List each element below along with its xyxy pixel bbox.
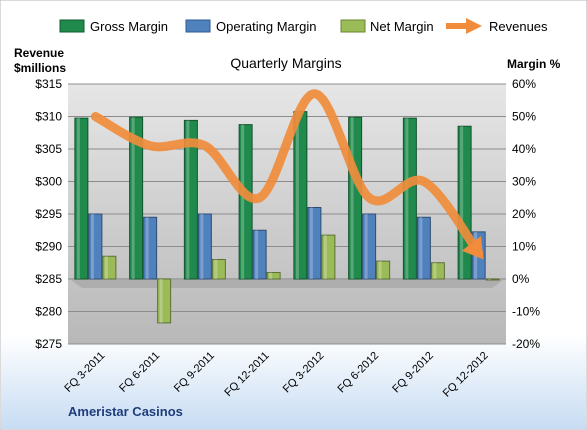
revenue-arrowhead (461, 236, 484, 260)
legend-label-operating-margin: Operating Margin (216, 19, 316, 34)
bar-highlight (104, 256, 108, 279)
right-tick-label: 0% (512, 272, 530, 286)
legend-label-gross-margin: Gross Margin (90, 19, 168, 34)
right-axis-title: Margin % (507, 57, 561, 71)
bar-highlight (145, 217, 149, 279)
bar-net-margin (430, 262, 445, 280)
left-tick-label: $280 (35, 305, 62, 319)
bar-net-margin (102, 255, 117, 280)
legend: Gross Margin Operating Margin Net Margin… (59, 18, 548, 34)
bar-net-margin (266, 272, 281, 280)
bar-highlight (419, 217, 423, 279)
bar-net-margin (321, 234, 336, 280)
bar-operating-margin (197, 213, 212, 280)
bar-highlight (488, 279, 492, 280)
right-tick-label: 60% (512, 77, 536, 91)
bar-operating-margin (143, 216, 158, 280)
left-tick-label: $290 (35, 240, 62, 254)
bar-operating-margin (416, 216, 431, 280)
right-tick-label: -10% (512, 305, 540, 319)
revenue-line (90, 89, 484, 260)
right-tick-label: 10% (512, 240, 536, 254)
bar-highlight (295, 111, 299, 279)
company-name: Ameristar Casinos (68, 404, 183, 419)
right-tick-label: 20% (512, 207, 536, 221)
bar-highlight (364, 214, 368, 279)
bar-highlight (350, 117, 354, 280)
legend-swatch-net-margin (340, 19, 366, 33)
chart-title: Quarterly Margins (230, 55, 341, 71)
bar-highlight (269, 272, 273, 279)
bar-highlight (159, 279, 163, 323)
left-tick-label: $275 (35, 337, 62, 351)
bar-gross-margin (183, 119, 198, 280)
bar-highlight (90, 214, 94, 279)
bar-net-margin (211, 259, 226, 280)
bar-highlight (186, 120, 190, 280)
bar-operating-margin (88, 213, 103, 280)
legend-arrow-revenues (446, 18, 482, 34)
revenue-line-path (90, 89, 484, 258)
right-tick-label: 30% (512, 175, 536, 189)
left-tick-label: $305 (35, 142, 62, 156)
right-tick-label: -20% (512, 337, 540, 351)
left-axis: $275 $280 $285 $290 $295 $300 $305 $310 $315 (35, 77, 62, 351)
plot-floor (68, 278, 506, 288)
bar-gross-margin (457, 125, 472, 280)
left-axis-title-line2: $millions (14, 61, 66, 75)
legend-label-net-margin: Net Margin (370, 19, 434, 34)
bar-operating-margin (362, 213, 377, 280)
bar-highlight (76, 118, 80, 279)
bar-gross-margin (293, 111, 308, 280)
bar-net-margin (485, 278, 500, 281)
bar-operating-margin (252, 229, 267, 280)
bar-operating-margin (307, 207, 322, 280)
right-tick-label: 50% (512, 110, 536, 124)
legend-label-revenues: Revenues (489, 19, 548, 34)
bar-net-margin (376, 260, 391, 280)
left-tick-label: $310 (35, 110, 62, 124)
legend-swatch-operating-margin (185, 19, 211, 33)
left-axis-title-line1: Revenue (14, 46, 64, 60)
bar-highlight (131, 117, 135, 280)
left-tick-label: $315 (35, 77, 62, 91)
bar-highlight (460, 126, 464, 279)
bar-gross-margin (402, 117, 417, 280)
bar-highlight (309, 207, 313, 279)
bar-gross-margin (129, 116, 144, 280)
legend-swatch-gross-margin (59, 19, 85, 33)
left-tick-label: $285 (35, 272, 62, 286)
bar-highlight (405, 118, 409, 279)
right-axis: -20% -10% 0% 10% 20% 30% 40% 50% 60% (512, 77, 540, 351)
bottom-band (1, 335, 586, 429)
bar-highlight (378, 261, 382, 279)
bar-highlight (200, 214, 204, 279)
bar-highlight (241, 124, 245, 279)
left-tick-label: $300 (35, 175, 62, 189)
bar-highlight (214, 259, 218, 279)
left-tick-label: $295 (35, 207, 62, 221)
bar-highlight (433, 262, 437, 279)
bar-highlight (255, 230, 259, 279)
bar-gross-margin (74, 117, 89, 280)
bar-gross-margin (348, 116, 363, 280)
right-tick-label: 40% (512, 142, 536, 156)
bar-net-margin (157, 278, 172, 324)
bar-highlight (323, 235, 327, 279)
